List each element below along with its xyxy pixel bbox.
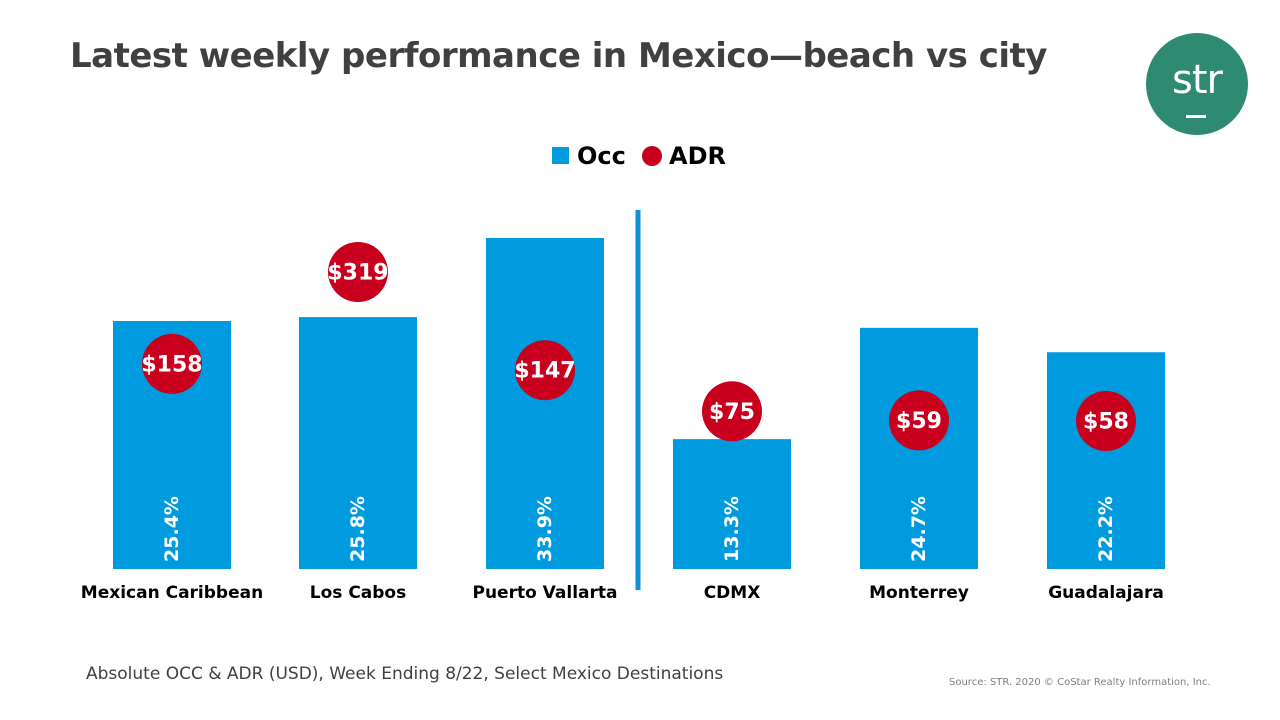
adr-marker-mexican-caribbean xyxy=(142,333,202,394)
category-label-monterrey: Monterrey xyxy=(869,583,969,603)
legend-occ-label: Occ xyxy=(577,142,626,170)
occ-value-label-monterrey: 24.7% xyxy=(908,496,930,562)
adr-marker-monterrey xyxy=(889,390,949,451)
occ-value-label-puerto-vallarta: 33.9% xyxy=(534,496,556,562)
adr-value-label-mexican-caribbean: $158 xyxy=(141,352,202,377)
logo-underline xyxy=(1186,115,1206,118)
legend-adr-swatch xyxy=(642,146,662,166)
category-label-mexican-caribbean: Mexican Caribbean xyxy=(81,583,263,603)
occ-bar-puerto-vallarta xyxy=(486,238,604,569)
occ-value-label-guadalajara: 22.2% xyxy=(1095,496,1117,562)
page-title: Latest weekly performance in Mexico—beac… xyxy=(70,36,1047,76)
adr-marker-guadalajara xyxy=(1076,391,1136,451)
occ-value-label-cdmx: 13.3% xyxy=(721,496,743,562)
str-logo: str xyxy=(1146,33,1248,135)
legend: Occ ADR xyxy=(552,142,726,170)
source-note: Source: STR. 2020 © CoStar Realty Inform… xyxy=(949,677,1211,688)
logo-text: str xyxy=(1172,57,1223,103)
legend-adr-label: ADR xyxy=(669,142,726,170)
occ-value-label-mexican-caribbean: 25.4% xyxy=(161,496,183,562)
legend-occ-swatch xyxy=(552,147,569,164)
occ-bar-cdmx xyxy=(673,439,791,569)
adr-value-label-puerto-vallarta: $147 xyxy=(514,359,575,384)
occ-bar-guadalajara xyxy=(1047,352,1165,569)
adr-marker-puerto-vallarta xyxy=(515,340,575,401)
category-label-los-cabos: Los Cabos xyxy=(310,583,406,603)
category-label-guadalajara: Guadalajara xyxy=(1048,583,1164,603)
occ-value-label-los-cabos: 25.8% xyxy=(347,496,369,562)
adr-value-label-guadalajara: $58 xyxy=(1083,410,1129,435)
adr-value-label-los-cabos: $319 xyxy=(327,261,388,286)
adr-value-label-cdmx: $75 xyxy=(709,400,755,425)
footnote: Absolute OCC & ADR (USD), Week Ending 8/… xyxy=(86,664,724,684)
adr-marker-cdmx xyxy=(702,381,762,442)
adr-marker-los-cabos xyxy=(328,242,388,302)
category-label-puerto-vallarta: Puerto Vallarta xyxy=(472,583,617,603)
category-label-cdmx: CDMX xyxy=(704,583,761,603)
occ-bar-los-cabos xyxy=(299,317,417,569)
adr-value-label-monterrey: $59 xyxy=(896,409,942,434)
